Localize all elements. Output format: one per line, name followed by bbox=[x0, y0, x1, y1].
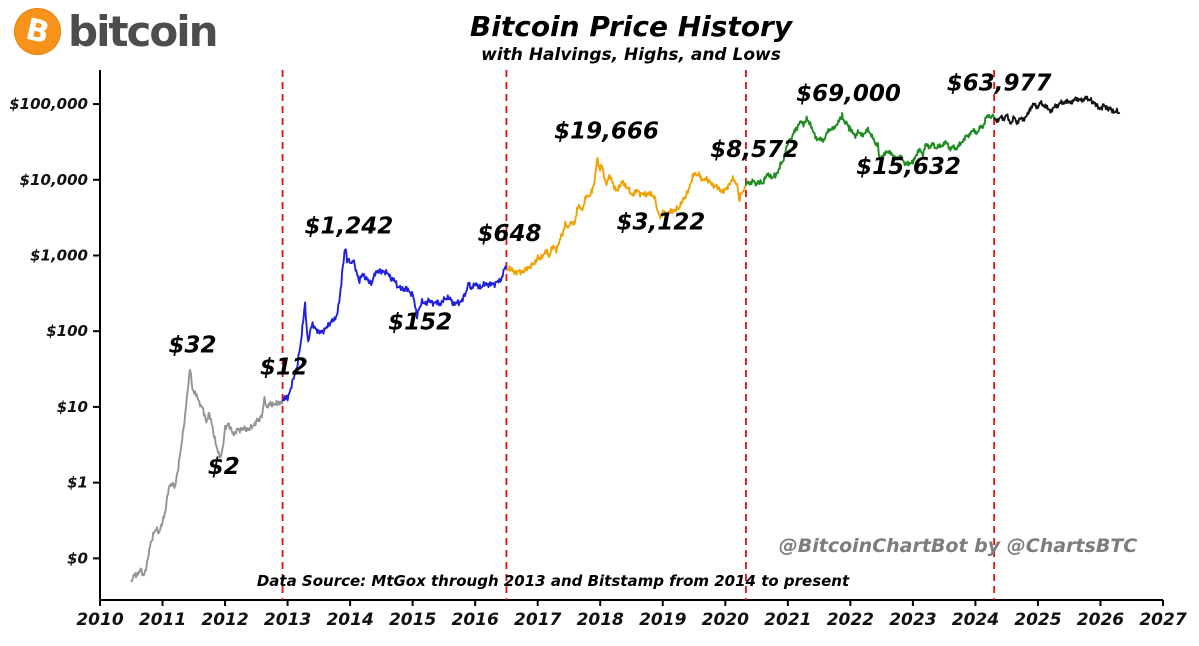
price-annotation: $8,572 bbox=[710, 137, 799, 163]
x-tick-label: 2010 bbox=[76, 610, 123, 630]
x-tick-label: 2019 bbox=[639, 610, 686, 630]
y-tick-label: $0 bbox=[67, 549, 88, 567]
x-tick-label: 2016 bbox=[452, 610, 499, 630]
price-annotation: $15,632 bbox=[856, 154, 961, 180]
price-annotation: $19,666 bbox=[554, 119, 659, 145]
price-annotation: $1,242 bbox=[304, 214, 393, 240]
y-tick-label: $100,000 bbox=[9, 95, 88, 113]
data-source-note: Data Source: MtGox through 2013 and Bits… bbox=[257, 572, 850, 590]
price-line-epoch2 bbox=[281, 248, 508, 402]
price-line-epoch4 bbox=[744, 111, 996, 187]
price-line-epoch1 bbox=[130, 368, 284, 583]
y-tick-label: $10 bbox=[57, 398, 88, 416]
price-annotation: $648 bbox=[478, 221, 542, 247]
x-tick-label: 2018 bbox=[577, 610, 624, 630]
y-tick-label: $100 bbox=[46, 322, 88, 340]
bitcoin-b-icon: B bbox=[22, 11, 53, 51]
price-annotation: $63,977 bbox=[947, 71, 1052, 97]
bitcoin-wordmark: bitcoin bbox=[68, 6, 219, 56]
y-tick-label: $10,000 bbox=[20, 171, 88, 189]
chart-subtitle: with Halvings, Highs, and Lows bbox=[481, 45, 781, 65]
x-tick-label: 2023 bbox=[889, 610, 936, 630]
bitcoin-coin-icon: B bbox=[14, 8, 61, 55]
x-tick-label: 2015 bbox=[389, 610, 436, 630]
x-tick-label: 2027 bbox=[1139, 610, 1186, 630]
price-line-epoch5 bbox=[993, 95, 1121, 126]
bitcoin-logo: B bitcoin bbox=[14, 6, 219, 56]
y-tick-label: $1 bbox=[67, 474, 88, 492]
x-tick-label: 2013 bbox=[264, 610, 311, 630]
chart-plot-area: 2010 2011 2012 2013 2014 2015 2016 2017 2018 2019… bbox=[9, 70, 1187, 630]
x-tick-label: 2024 bbox=[952, 610, 999, 630]
x-tick-label: 2011 bbox=[139, 610, 186, 630]
price-annotation: $2 bbox=[208, 454, 240, 480]
price-annotation: $12 bbox=[260, 354, 308, 380]
x-tick-label: 2022 bbox=[827, 610, 874, 630]
chart-title: Bitcoin Price History bbox=[469, 10, 793, 43]
x-tick-label: 2021 bbox=[764, 610, 811, 630]
x-tick-label: 2020 bbox=[702, 610, 749, 630]
x-tick-label: 2025 bbox=[1014, 610, 1061, 630]
price-annotation: $69,000 bbox=[796, 81, 901, 107]
price-annotation: $3,122 bbox=[617, 210, 706, 236]
price-annotation: $32 bbox=[169, 333, 217, 359]
x-tick-label: 2017 bbox=[514, 610, 561, 630]
price-annotation: $152 bbox=[388, 310, 452, 336]
price-line-epoch3 bbox=[505, 157, 747, 276]
x-tick-label: 2014 bbox=[326, 610, 373, 630]
x-tick-label: 2026 bbox=[1077, 610, 1124, 630]
y-tick-label: $1,000 bbox=[30, 247, 88, 265]
x-tick-label: 2012 bbox=[201, 610, 248, 630]
credit-handle: @BitcoinChartBot by @ChartsBTC bbox=[779, 535, 1138, 557]
